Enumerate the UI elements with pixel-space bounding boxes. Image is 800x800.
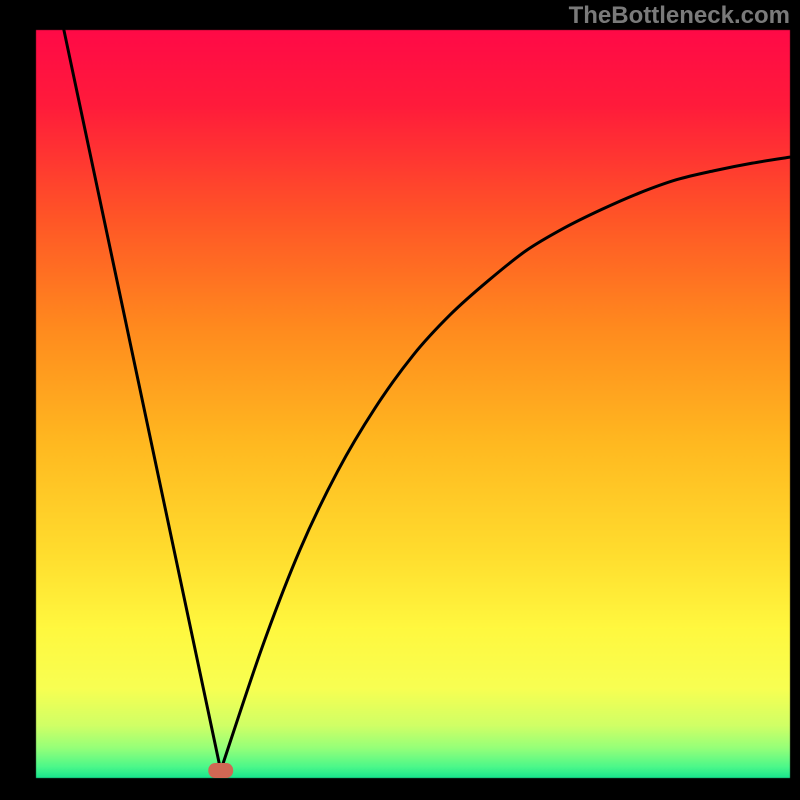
gradient-background (0, 0, 800, 800)
chart-container: TheBottleneck.com (0, 0, 800, 800)
watermark-text: TheBottleneck.com (569, 2, 790, 30)
